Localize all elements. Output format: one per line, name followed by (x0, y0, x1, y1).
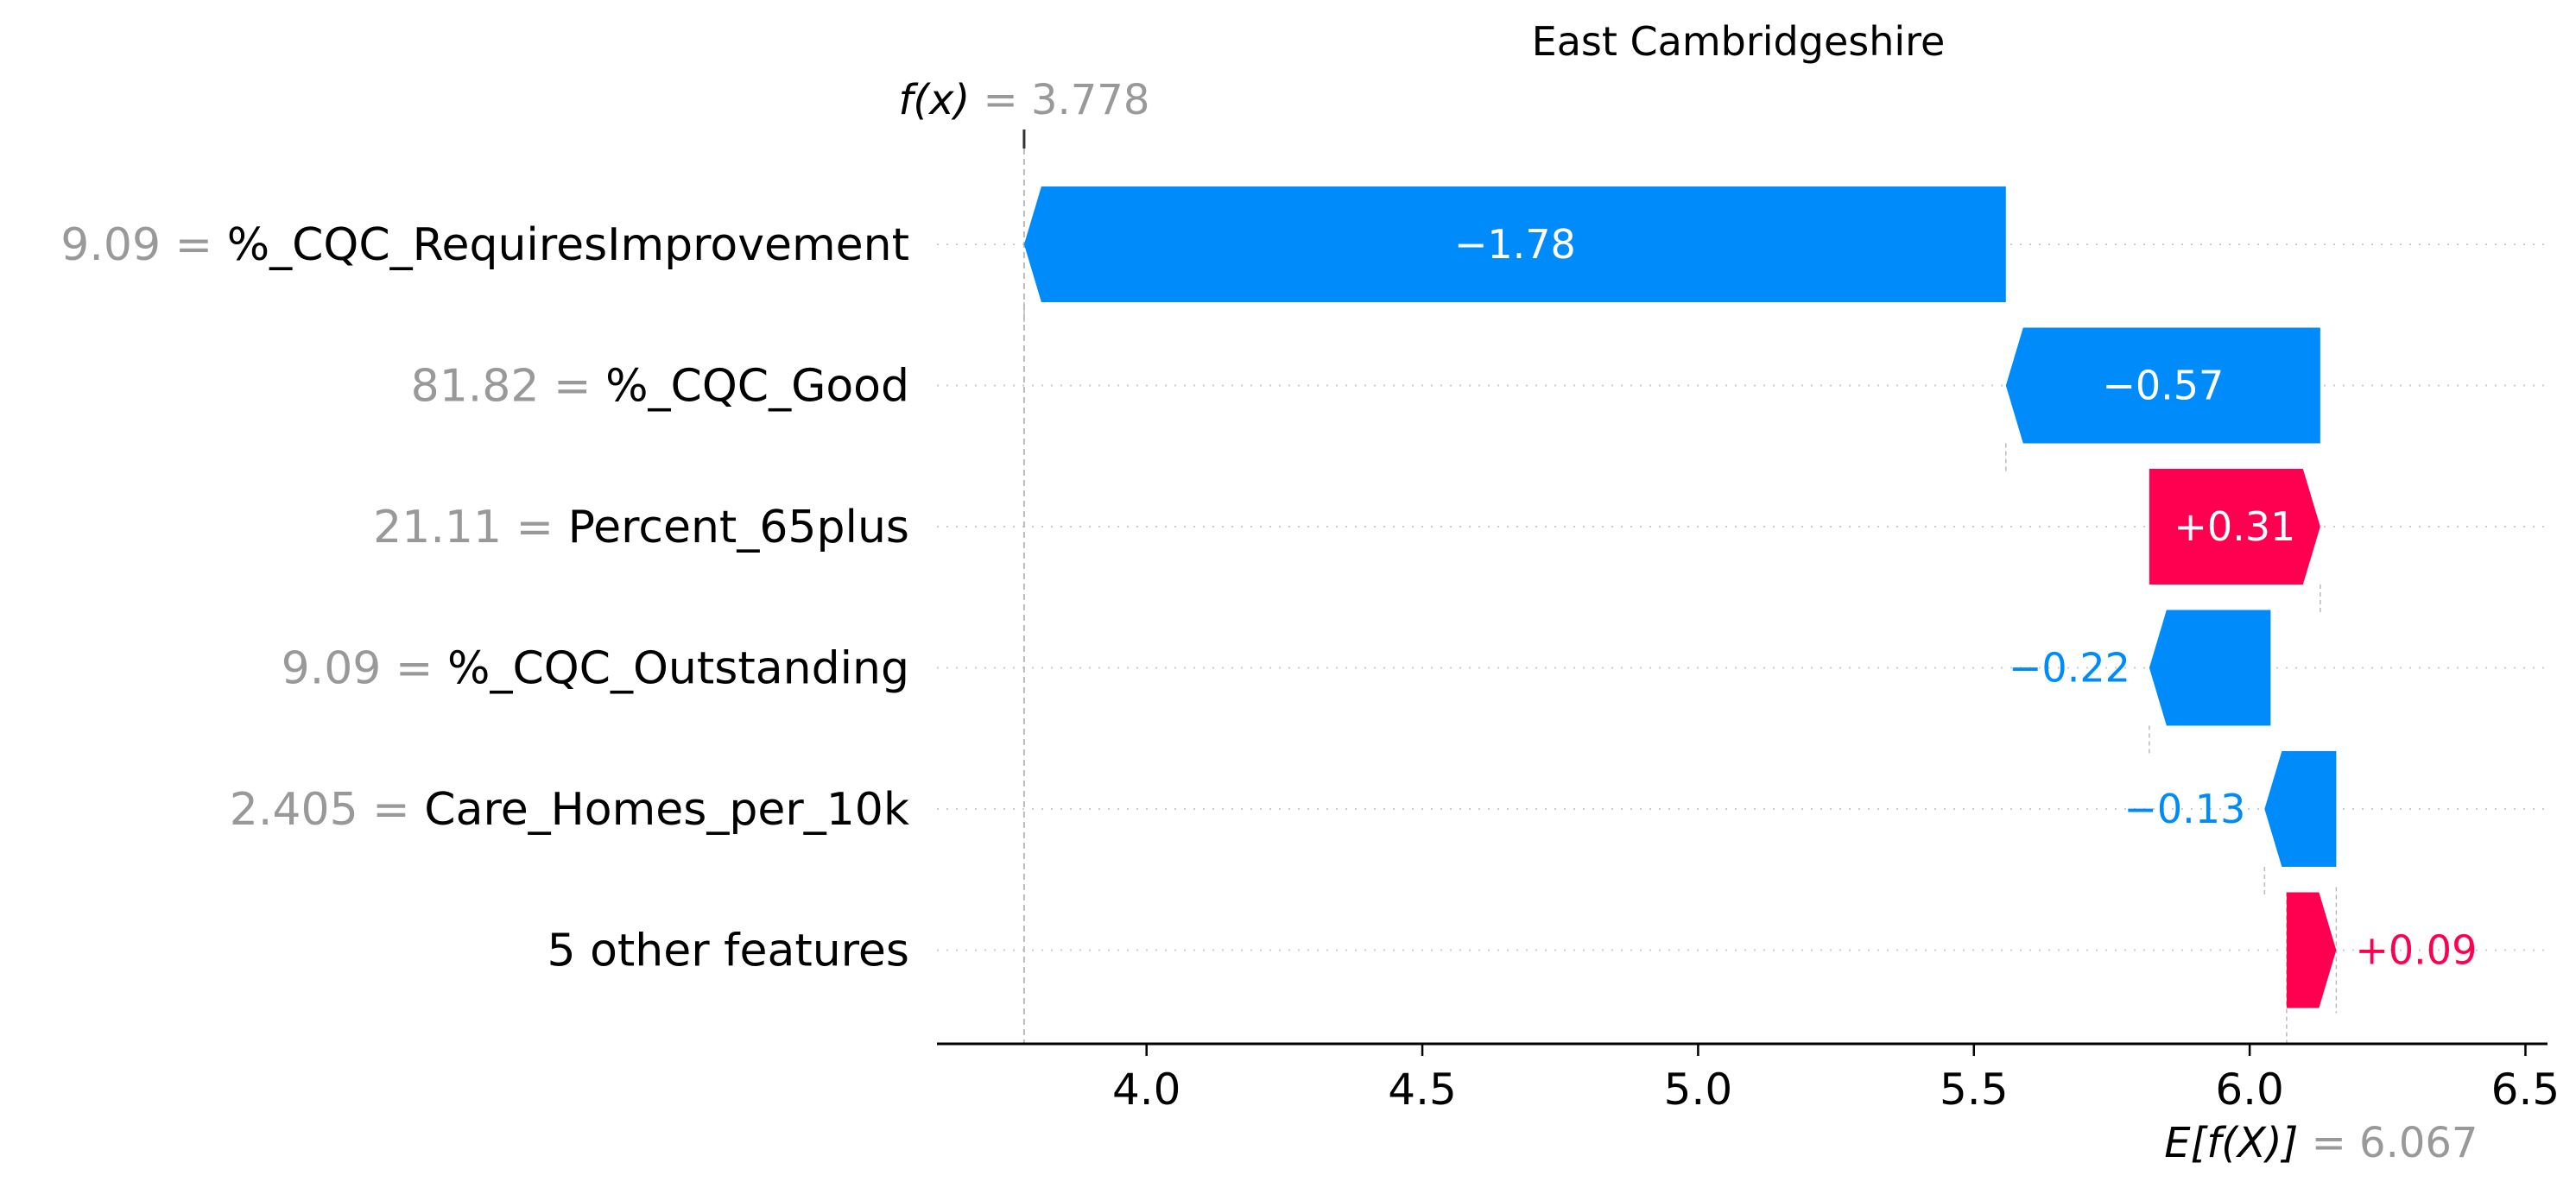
waterfall-bar (2264, 751, 2337, 867)
x-axis: 4.0 4.5 5.0 5.5 6.0 6.5 (937, 1042, 2560, 1115)
feature-label: 9.09 = %_CQC_RequiresImprovement (60, 219, 909, 271)
bar-value-label: −0.13 (2123, 786, 2245, 832)
chart-title: East Cambridgeshire (1532, 18, 1946, 65)
bar-layer (1023, 186, 2337, 1008)
x-tick-label: 6.0 (2215, 1065, 2284, 1115)
feature-label: 5 other features (547, 926, 909, 977)
feature-name: %_CQC_Outstanding (447, 643, 909, 695)
waterfall-bar (2286, 892, 2337, 1008)
feature-name: Care_Homes_per_10k (424, 784, 909, 836)
x-tick-label: 4.0 (1112, 1065, 1181, 1115)
waterfall-bar (1023, 186, 2006, 302)
bar-value-label: +0.31 (2174, 503, 2295, 550)
waterfall-bar (2149, 610, 2271, 726)
waterfall-bar (2005, 327, 2320, 444)
x-tick-label: 5.0 (1664, 1065, 1733, 1115)
feature-value: 9.09 = (282, 643, 447, 695)
x-tick-label: 6.5 (2491, 1065, 2560, 1115)
x-tick-label: 4.5 (1388, 1065, 1457, 1115)
feature-value: 9.09 = (60, 219, 226, 271)
bar-value-label: −0.22 (2009, 645, 2130, 692)
bar-value-label: +0.09 (2355, 927, 2477, 974)
feature-value: 2.405 = (230, 784, 425, 836)
x-tick-label: 5.5 (1940, 1065, 2009, 1115)
feature-name: %_CQC_RequiresImprovement (227, 219, 909, 271)
feature-value: 81.82 = (411, 361, 606, 413)
feature-name: %_CQC_Good (605, 361, 909, 413)
feature-label: 81.82 = %_CQC_Good (411, 361, 909, 413)
feature-label: 2.405 = Care_Homes_per_10k (230, 784, 909, 836)
feature-label: 9.09 = %_CQC_Outstanding (282, 643, 909, 695)
bar-value-label: −0.57 (2102, 363, 2224, 409)
feature-value: 21.11 = (373, 502, 568, 553)
fx-annotation: f(x) = 3.778 (898, 76, 1149, 124)
waterfall-bar (2149, 469, 2320, 585)
base-annotation: E[f(X)] = 6.067 (2164, 1119, 2478, 1167)
feature-name: 5 other features (547, 926, 909, 977)
label-layer: 9.09 = %_CQC_RequiresImprovement −1.78 81.… (60, 219, 2477, 977)
bar-value-label: −1.78 (1454, 221, 1576, 268)
feature-name: Percent_65plus (568, 502, 909, 553)
feature-label: 21.11 = Percent_65plus (373, 502, 909, 553)
